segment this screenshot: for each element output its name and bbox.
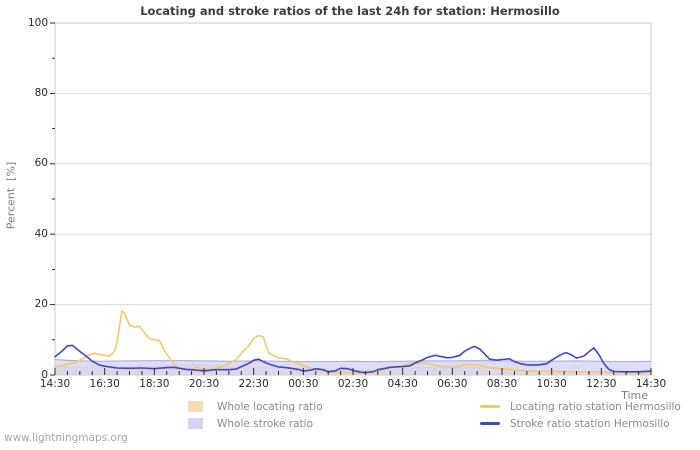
x-axis-title: Time xyxy=(621,389,648,402)
watermark: www.lightningmaps.org xyxy=(4,432,128,444)
legend-row: Whole locating ratio Locating ratio stat… xyxy=(188,399,681,414)
chart-title: Locating and stroke ratios of the last 2… xyxy=(140,4,560,18)
line-swatch-icon xyxy=(480,405,500,408)
legend-item-whole-locating-ratio: Whole locating ratio xyxy=(188,401,480,413)
legend-label: Stroke ratio station Hermosillo xyxy=(510,417,670,430)
legend-item-locating-ratio-station: Locating ratio station Hermosillo xyxy=(480,401,681,413)
legend-label: Locating ratio station Hermosillo xyxy=(510,400,681,413)
line-swatch-icon xyxy=(480,422,500,425)
legend-label: Whole locating ratio xyxy=(217,400,323,413)
area-swatch-icon xyxy=(188,418,203,429)
y-axis-title: Percent [%] xyxy=(4,161,18,230)
legend-item-whole-stroke-ratio: Whole stroke ratio xyxy=(188,418,480,430)
legend-label: Whole stroke ratio xyxy=(217,417,313,430)
legend: Whole locating ratio Locating ratio stat… xyxy=(188,399,681,433)
area-swatch-icon xyxy=(188,401,203,412)
legend-item-stroke-ratio-station: Stroke ratio station Hermosillo xyxy=(480,418,670,430)
legend-row: Whole stroke ratio Stroke ratio station … xyxy=(188,416,681,431)
